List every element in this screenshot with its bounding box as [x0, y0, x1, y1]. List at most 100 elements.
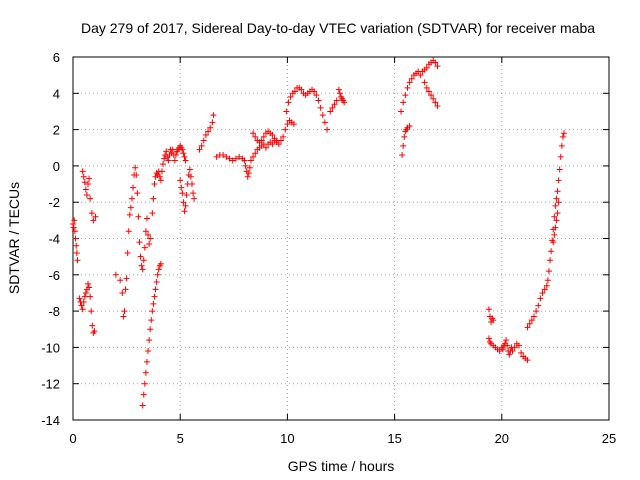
- data-point: [285, 99, 292, 106]
- data-point: [485, 335, 492, 342]
- data-point: [124, 250, 131, 257]
- data-point: [428, 92, 435, 99]
- data-point: [232, 155, 239, 162]
- y-tick-label: -4: [48, 232, 60, 247]
- data-point: [283, 108, 290, 115]
- data-point: [181, 153, 188, 160]
- data-point: [187, 173, 194, 180]
- data-point: [550, 239, 557, 246]
- data-point: [554, 188, 561, 195]
- x-tick-label: 25: [602, 431, 616, 446]
- data-point: [298, 86, 305, 93]
- data-point: [83, 191, 90, 198]
- data-point: [485, 306, 492, 313]
- data-point: [85, 280, 92, 287]
- data-point: [524, 324, 531, 331]
- data-point: [160, 161, 167, 168]
- data-point: [73, 242, 80, 249]
- data-point: [269, 141, 276, 148]
- data-point: [200, 137, 207, 144]
- data-point: [180, 199, 187, 206]
- data-point: [548, 248, 555, 255]
- data-point: [183, 191, 190, 198]
- data-point: [142, 228, 149, 235]
- data-point: [132, 164, 139, 171]
- data-point: [71, 228, 78, 235]
- data-point: [555, 177, 562, 184]
- data-point: [244, 173, 251, 180]
- data-point: [404, 84, 411, 91]
- x-axis-tick-labels: 0 5 10 15 20 25: [69, 431, 616, 446]
- data-point: [287, 93, 294, 100]
- x-tick-label: 15: [387, 431, 401, 446]
- data-point: [547, 257, 554, 264]
- data-point: [331, 101, 338, 108]
- y-tick-label: -14: [41, 413, 60, 428]
- data-point: [432, 59, 439, 66]
- data-point: [156, 173, 163, 180]
- data-point: [430, 95, 437, 102]
- data-point: [434, 103, 441, 110]
- data-point: [198, 142, 205, 149]
- data-point: [226, 155, 233, 162]
- y-axis-tick-labels: -14 -12 -10 -8 -6 -4 -2 0 2 4 6: [41, 50, 60, 428]
- data-point: [82, 186, 89, 193]
- data-point: [163, 148, 170, 155]
- data-point: [317, 104, 324, 111]
- data-point: [80, 173, 87, 180]
- data-point: [247, 157, 254, 164]
- data-point: [143, 358, 150, 365]
- x-axis-title: GPS time / hours: [288, 458, 395, 474]
- y-tick-label: -10: [41, 340, 60, 355]
- data-point: [499, 346, 506, 353]
- data-point: [558, 142, 565, 149]
- data-point: [196, 146, 203, 153]
- data-point: [269, 132, 276, 139]
- data-point: [73, 250, 80, 257]
- data-point: [86, 175, 93, 182]
- data-point: [400, 142, 407, 149]
- data-point: [128, 195, 135, 202]
- data-point: [179, 190, 186, 197]
- data-point: [138, 262, 145, 269]
- data-point: [137, 253, 144, 260]
- data-point: [139, 402, 146, 409]
- data-point: [80, 299, 87, 306]
- data-point: [324, 126, 331, 133]
- y-tick-label: -2: [48, 195, 60, 210]
- data-point: [399, 152, 406, 159]
- data-point: [252, 150, 259, 157]
- data-point: [145, 348, 152, 355]
- data-point: [336, 90, 343, 97]
- data-point: [528, 317, 535, 324]
- data-point: [553, 195, 560, 202]
- data-point: [123, 275, 130, 282]
- data-point: [188, 181, 195, 188]
- y-tick-label: -8: [48, 304, 60, 319]
- data-point: [539, 289, 546, 296]
- data-point: [291, 88, 298, 95]
- data-point: [122, 286, 129, 293]
- data-point: [327, 108, 334, 115]
- data-point: [120, 313, 127, 320]
- data-point: [148, 317, 155, 324]
- data-point: [526, 320, 533, 327]
- data-point: [434, 63, 441, 70]
- data-point: [313, 92, 320, 99]
- data-point: [504, 342, 511, 349]
- data-point: [400, 99, 407, 106]
- data-point: [250, 130, 257, 137]
- data-point: [401, 133, 408, 140]
- data-point: [182, 202, 189, 209]
- data-point: [79, 168, 86, 175]
- data-point: [154, 271, 161, 278]
- data-point: [425, 88, 432, 95]
- data-point: [89, 322, 96, 329]
- data-point: [72, 235, 79, 242]
- data-point: [165, 157, 172, 164]
- data-point: [145, 231, 152, 238]
- data-point: [518, 349, 525, 356]
- y-tick-label: 2: [53, 123, 60, 138]
- data-point: [417, 72, 424, 79]
